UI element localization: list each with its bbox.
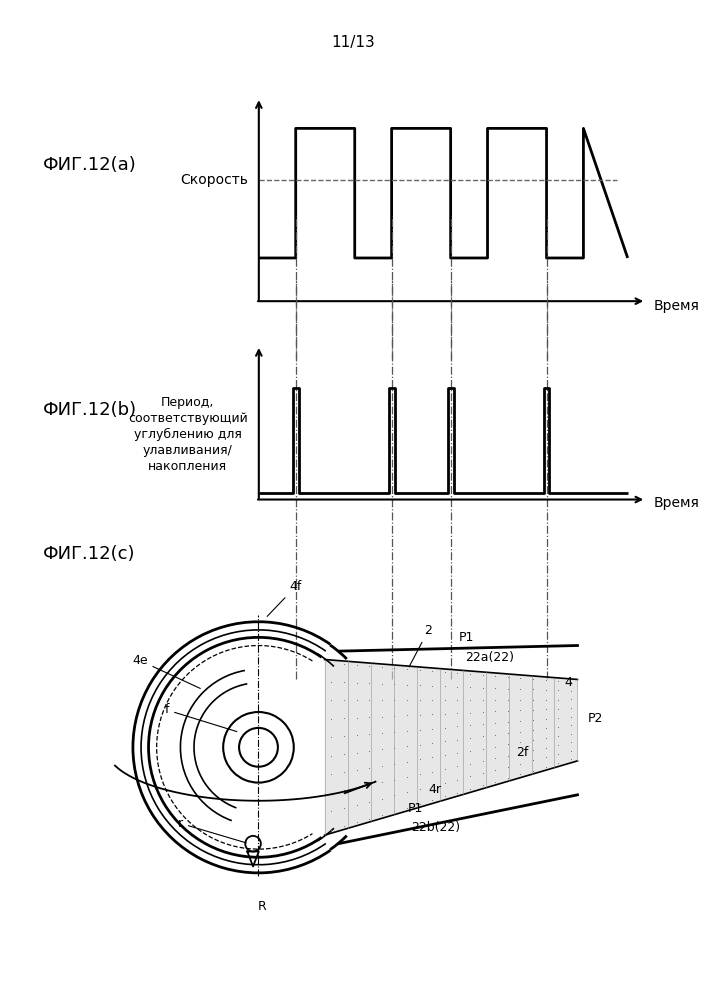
Text: P1: P1 <box>459 631 474 644</box>
Text: ФИГ.12(a): ФИГ.12(a) <box>42 156 136 174</box>
Text: ФИГ.12(b): ФИГ.12(b) <box>42 401 136 419</box>
Text: 4e: 4e <box>132 654 200 688</box>
Text: Время: Время <box>653 299 699 313</box>
Text: ФИГ.12(c): ФИГ.12(c) <box>42 545 135 563</box>
Text: Период,
соответствующий
углублению для
улавливания/
накопления: Период, соответствующий углублению для у… <box>128 396 247 473</box>
Text: 2: 2 <box>409 624 432 667</box>
Text: Время: Время <box>653 496 699 510</box>
Text: r: r <box>178 817 246 843</box>
Text: R: R <box>257 900 267 913</box>
Text: P2: P2 <box>588 712 603 725</box>
Text: 4r: 4r <box>428 783 441 796</box>
Text: 2f: 2f <box>516 746 529 759</box>
Text: Скорость: Скорость <box>180 173 247 187</box>
Text: 4f: 4f <box>267 580 302 616</box>
Text: 4: 4 <box>564 676 572 689</box>
Text: 22b(22): 22b(22) <box>411 821 460 834</box>
Polygon shape <box>325 660 578 835</box>
Text: P1: P1 <box>408 802 423 815</box>
Text: 11/13: 11/13 <box>332 35 375 50</box>
Text: 22a(22): 22a(22) <box>465 651 515 664</box>
Text: f: f <box>165 703 237 732</box>
